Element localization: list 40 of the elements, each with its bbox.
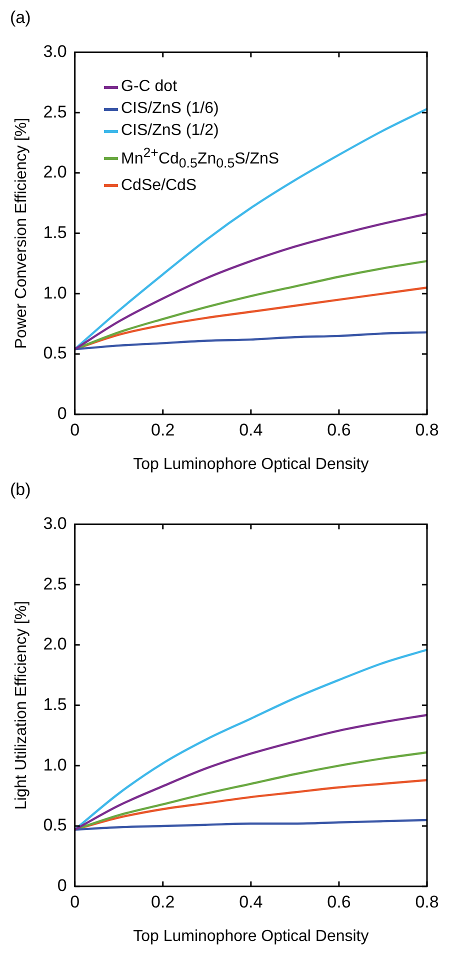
x-tick-label: 0.8	[415, 892, 439, 912]
x-tick-label: 0.4	[239, 420, 263, 440]
chart-title: (a)	[10, 8, 31, 28]
legend-label: G-C dot	[121, 77, 178, 97]
y-tick-label: 1.5	[43, 222, 67, 242]
legend-label: CIS/ZnS (1/6)	[121, 99, 219, 119]
y-axis-title: Light Utilization Efficiency [%]	[13, 600, 30, 810]
x-tick-label: 0.2	[151, 892, 175, 912]
x-axis-title: Top Luminophore Optical Density	[133, 928, 369, 945]
y-tick-label: 2.5	[43, 102, 67, 122]
line-series	[74, 331, 427, 350]
legend-label: CIS/ZnS (1/2)	[121, 121, 219, 141]
x-tick-label: 0.6	[327, 892, 351, 912]
x-tick-label: 0	[70, 420, 80, 440]
line-series	[74, 648, 427, 831]
x-tick-label: 0.2	[151, 420, 175, 440]
y-tick-label: 3.0	[43, 42, 67, 61]
y-tick-label: 2.0	[43, 162, 67, 182]
y-tick-label: 2.5	[43, 574, 67, 594]
y-tick-label: 1.0	[43, 755, 67, 774]
x-tick-label: 0	[70, 892, 80, 912]
y-tick-label: 0	[57, 404, 67, 424]
x-tick-label: 0.4	[239, 892, 263, 912]
line-series	[74, 818, 427, 831]
line-series	[74, 714, 427, 831]
y-axis-title: Power Conversion Efficiency [%]	[13, 118, 30, 349]
y-tick-label: 0	[57, 876, 67, 896]
x-tick-label: 0.8	[415, 420, 439, 440]
x-tick-label: 0.6	[327, 420, 351, 440]
legend-label: CdSe/CdS	[121, 176, 197, 196]
line-series	[74, 212, 427, 350]
y-tick-label: 1.0	[43, 283, 67, 302]
y-tick-label: 2.0	[43, 634, 67, 654]
chart-title: (b)	[10, 480, 31, 500]
y-tick-label: 0.5	[43, 816, 67, 835]
y-tick-label: 0.5	[43, 344, 67, 363]
y-tick-label: 3.0	[43, 514, 67, 533]
legend-label: Mn$^{2+}$Cd$_{0.5}$Zn$_{0.5}$S/ZnS	[121, 144, 280, 173]
x-axis-title: Top Luminophore Optical Density	[133, 456, 369, 473]
y-tick-label: 1.5	[43, 694, 67, 714]
